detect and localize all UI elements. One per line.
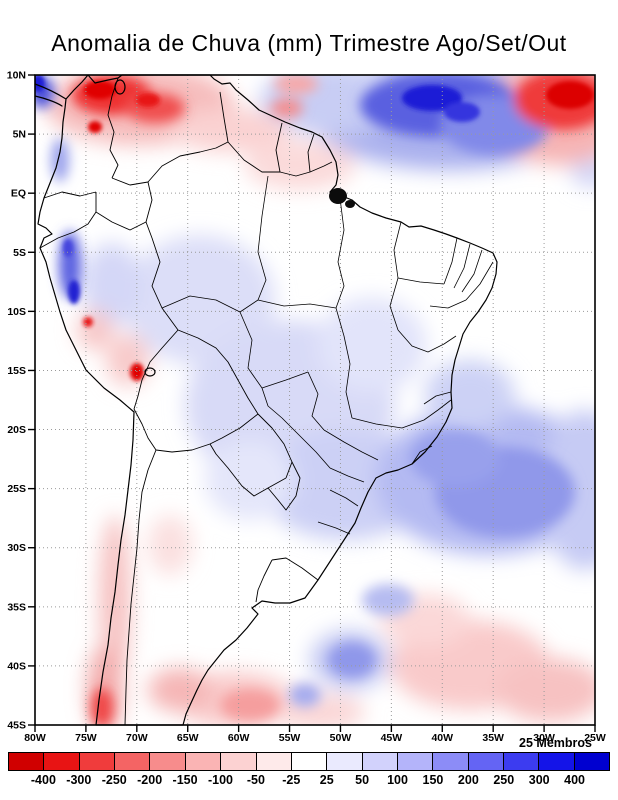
lon-label: 50W [330, 732, 352, 744]
lat-label: 15S [7, 365, 26, 377]
colorbar-cell [44, 753, 80, 770]
colorbar-cell [9, 753, 45, 770]
state-borders [161, 175, 494, 535]
lat-label: 30S [7, 542, 26, 554]
colorbar-cell [150, 753, 186, 770]
colorbar-cell [221, 753, 257, 770]
colorbar-cell [397, 753, 434, 770]
colorbar-tick-label: 25 [319, 773, 334, 787]
colorbar-tick-label: 50 [355, 773, 370, 787]
lat-label: 10N [7, 70, 26, 82]
colorbar-cell [504, 753, 540, 770]
lat-label: 5N [13, 129, 26, 141]
lon-label: 75W [75, 732, 97, 744]
colorbar-tick-label: -200 [137, 773, 163, 787]
lat-label: 10S [7, 306, 26, 318]
grid-lines [35, 75, 595, 725]
lat-label: 40S [7, 660, 26, 672]
lat-label: 20S [7, 424, 26, 436]
colorbar-tick-label: 100 [387, 773, 408, 787]
chart-title: Anomalia de Chuva (mm) Trimestre Ago/Set… [51, 30, 567, 56]
lon-label: 60W [228, 732, 250, 744]
map-frame [34, 74, 596, 726]
colorbar-tick-label: 200 [457, 773, 479, 787]
lon-label: 55W [279, 732, 301, 744]
colorbar-tick-label: -400 [30, 773, 56, 787]
lon-label: 30W [533, 732, 555, 744]
lat-label: 45S [7, 720, 26, 732]
lon-label: 70W [126, 732, 148, 744]
anomaly-light-layer [45, 75, 595, 725]
colorbar-cell [79, 753, 116, 770]
country-borders [39, 77, 333, 726]
colorbar-cell [433, 753, 469, 770]
colorbar-tick-labels: -400 -300 -250 -200 -150 -100 -50 -25 25 50 100 150… [8, 773, 610, 789]
lat-label: 25S [7, 483, 26, 495]
colorbar-cell [185, 753, 222, 770]
coastline [34, 74, 498, 726]
colorbar-tick-label: -300 [66, 773, 92, 787]
colorbar-tick-label: 400 [564, 773, 586, 787]
colorbar-tick-label: -25 [282, 773, 301, 787]
colorbar-cell [468, 753, 505, 770]
colorbar-cell [574, 753, 610, 770]
colorbar-cell [362, 753, 398, 770]
lon-label: 35W [482, 732, 504, 744]
lon-label: 25W [584, 732, 606, 744]
lon-label: 40W [431, 732, 453, 744]
colorbar-tick-label: 150 [422, 773, 444, 787]
axis-ticks [28, 74, 596, 732]
amazon-delta [329, 188, 355, 208]
colorbar-cell [115, 753, 151, 770]
colorbar-tick-label: 250 [493, 773, 515, 787]
colorbar-tick-label: -150 [172, 773, 198, 787]
colorbar-tick-label: -250 [101, 773, 127, 787]
colorbar-tick-label: 300 [528, 773, 550, 787]
colorbar-cell [291, 753, 328, 770]
colorbar-tick-label: -100 [207, 773, 233, 787]
lon-label: 80W [24, 732, 46, 744]
colorbar-cell [256, 753, 292, 770]
anomaly-field [35, 75, 595, 725]
ensemble-members-label: 25 Membros [519, 736, 592, 750]
colorbar-cell [539, 753, 575, 770]
colorbar-cell [327, 753, 363, 770]
lat-label: 35S [7, 601, 26, 613]
lat-label: EQ [11, 188, 26, 200]
colorbar [8, 752, 610, 771]
lon-label: 65W [177, 732, 199, 744]
lon-label: 45W [381, 732, 403, 744]
lat-label: 5S [13, 247, 26, 259]
colorbar-tick-label: -50 [246, 773, 265, 787]
